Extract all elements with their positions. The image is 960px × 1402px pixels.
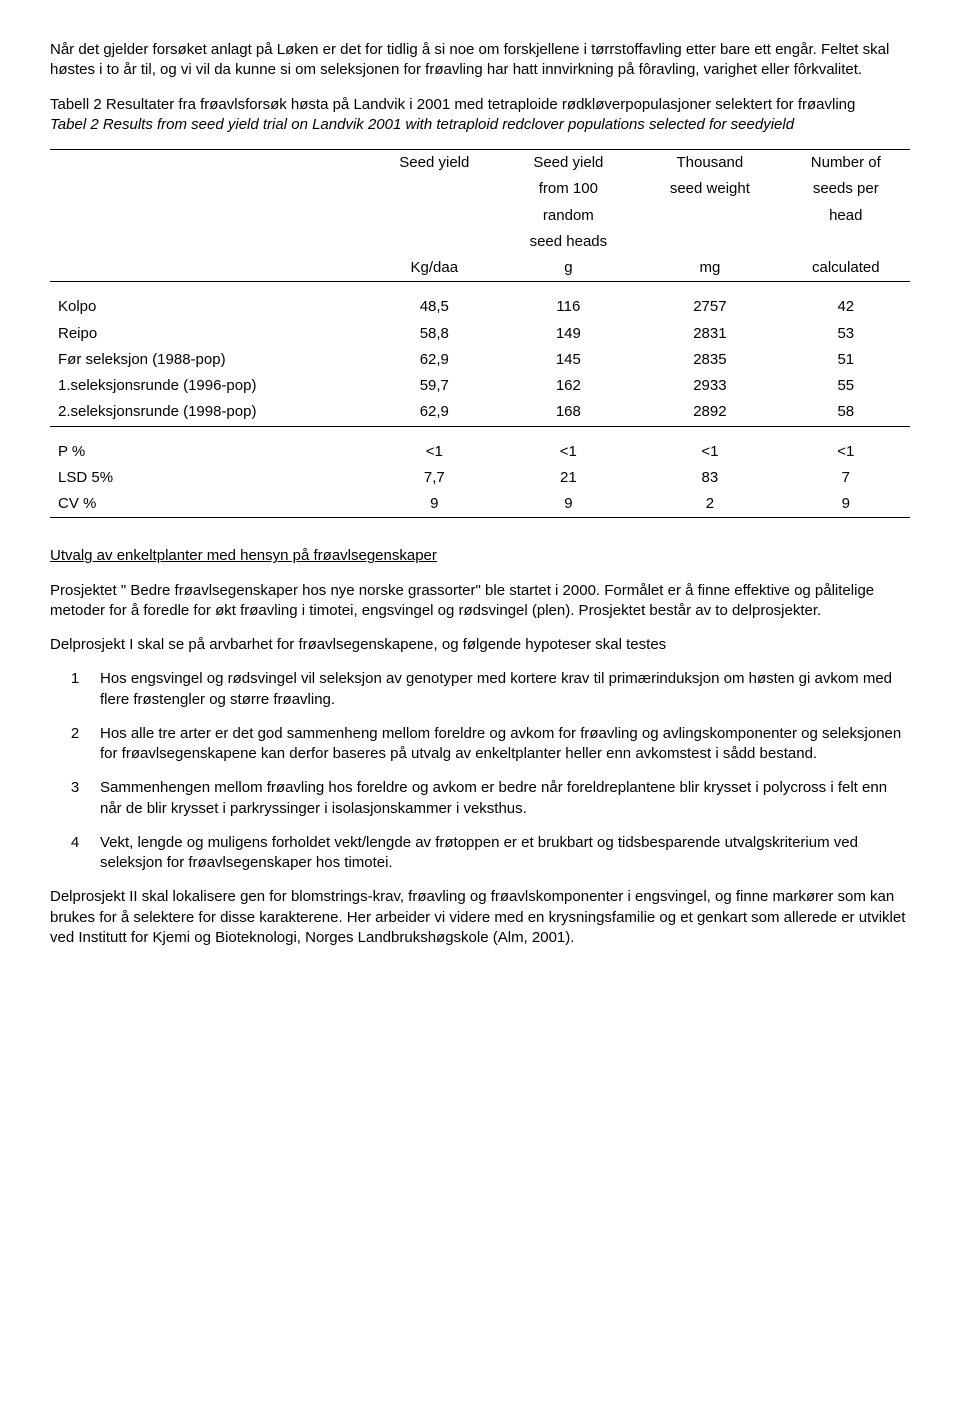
list-number: 3 xyxy=(50,778,100,819)
list-text: Hos engsvingel og rødsvingel vil seleksj… xyxy=(100,669,910,710)
list-item: 3 Sammenhengen mellom frøavling hos fore… xyxy=(50,778,910,819)
list-text: Hos alle tre arter er det god sammenheng… xyxy=(100,724,910,765)
table-row: 2.seleksjonsrunde (1998-pop) 62,9 168 28… xyxy=(50,399,910,426)
list-number: 2 xyxy=(50,724,100,765)
list-item: 2 Hos alle tre arter er det god sammenhe… xyxy=(50,724,910,765)
list-item: 4 Vekt, lengde og muligens forholdet vek… xyxy=(50,833,910,874)
table-row: P % <1 <1 <1 <1 xyxy=(50,439,910,465)
paragraph-subproject1: Delprosjekt I skal se på arvbarhet for f… xyxy=(50,635,910,655)
list-item: 1 Hos engsvingel og rødsvingel vil selek… xyxy=(50,669,910,710)
list-number: 4 xyxy=(50,833,100,874)
th-seed-yield-100: Seed yield xyxy=(499,150,639,177)
table-row: Før seleksjon (1988-pop) 62,9 145 2835 5… xyxy=(50,347,910,373)
table-row: LSD 5% 7,7 21 83 7 xyxy=(50,465,910,491)
table-row: Kolpo 48,5 116 2757 42 xyxy=(50,294,910,320)
table-row: CV % 9 9 2 9 xyxy=(50,491,910,518)
th-unit-g: g xyxy=(499,255,639,282)
th-nsh: Number of xyxy=(782,150,910,177)
table-row: 1.seleksjonsrunde (1996-pop) 59,7 162 29… xyxy=(50,373,910,399)
hypothesis-list: 1 Hos engsvingel og rødsvingel vil selek… xyxy=(50,669,910,873)
th-seed-yield: Seed yield xyxy=(370,150,498,177)
th-unit-mg: mg xyxy=(638,255,781,282)
list-text: Sammenhengen mellom frøavling hos foreld… xyxy=(100,778,910,819)
list-text: Vekt, lengde og muligens forholdet vekt/… xyxy=(100,833,910,874)
paragraph-project: Prosjektet " Bedre frøavlsegenskaper hos… xyxy=(50,581,910,622)
th-unit-kgdaa: Kg/daa xyxy=(370,255,498,282)
table-2: Seed yield Seed yield Thousand Number of… xyxy=(50,149,910,518)
table2-caption: Tabell 2 Resultater fra frøavlsforsøk hø… xyxy=(50,95,910,136)
table-row: Reipo 58,8 149 2831 53 xyxy=(50,321,910,347)
th-tsw: Thousand xyxy=(638,150,781,177)
section-heading: Utvalg av enkeltplanter med hensyn på fr… xyxy=(50,547,437,564)
paragraph-intro: Når det gjelder forsøket anlagt på Løken… xyxy=(50,40,910,81)
th-unit-calc: calculated xyxy=(782,255,910,282)
paragraph-subproject2: Delprosjekt II skal lokalisere gen for b… xyxy=(50,887,910,948)
list-number: 1 xyxy=(50,669,100,710)
table2-caption-main: Tabell 2 Resultater fra frøavlsforsøk hø… xyxy=(50,96,855,113)
table2-caption-sub: Tabel 2 Results from seed yield trial on… xyxy=(50,116,794,133)
